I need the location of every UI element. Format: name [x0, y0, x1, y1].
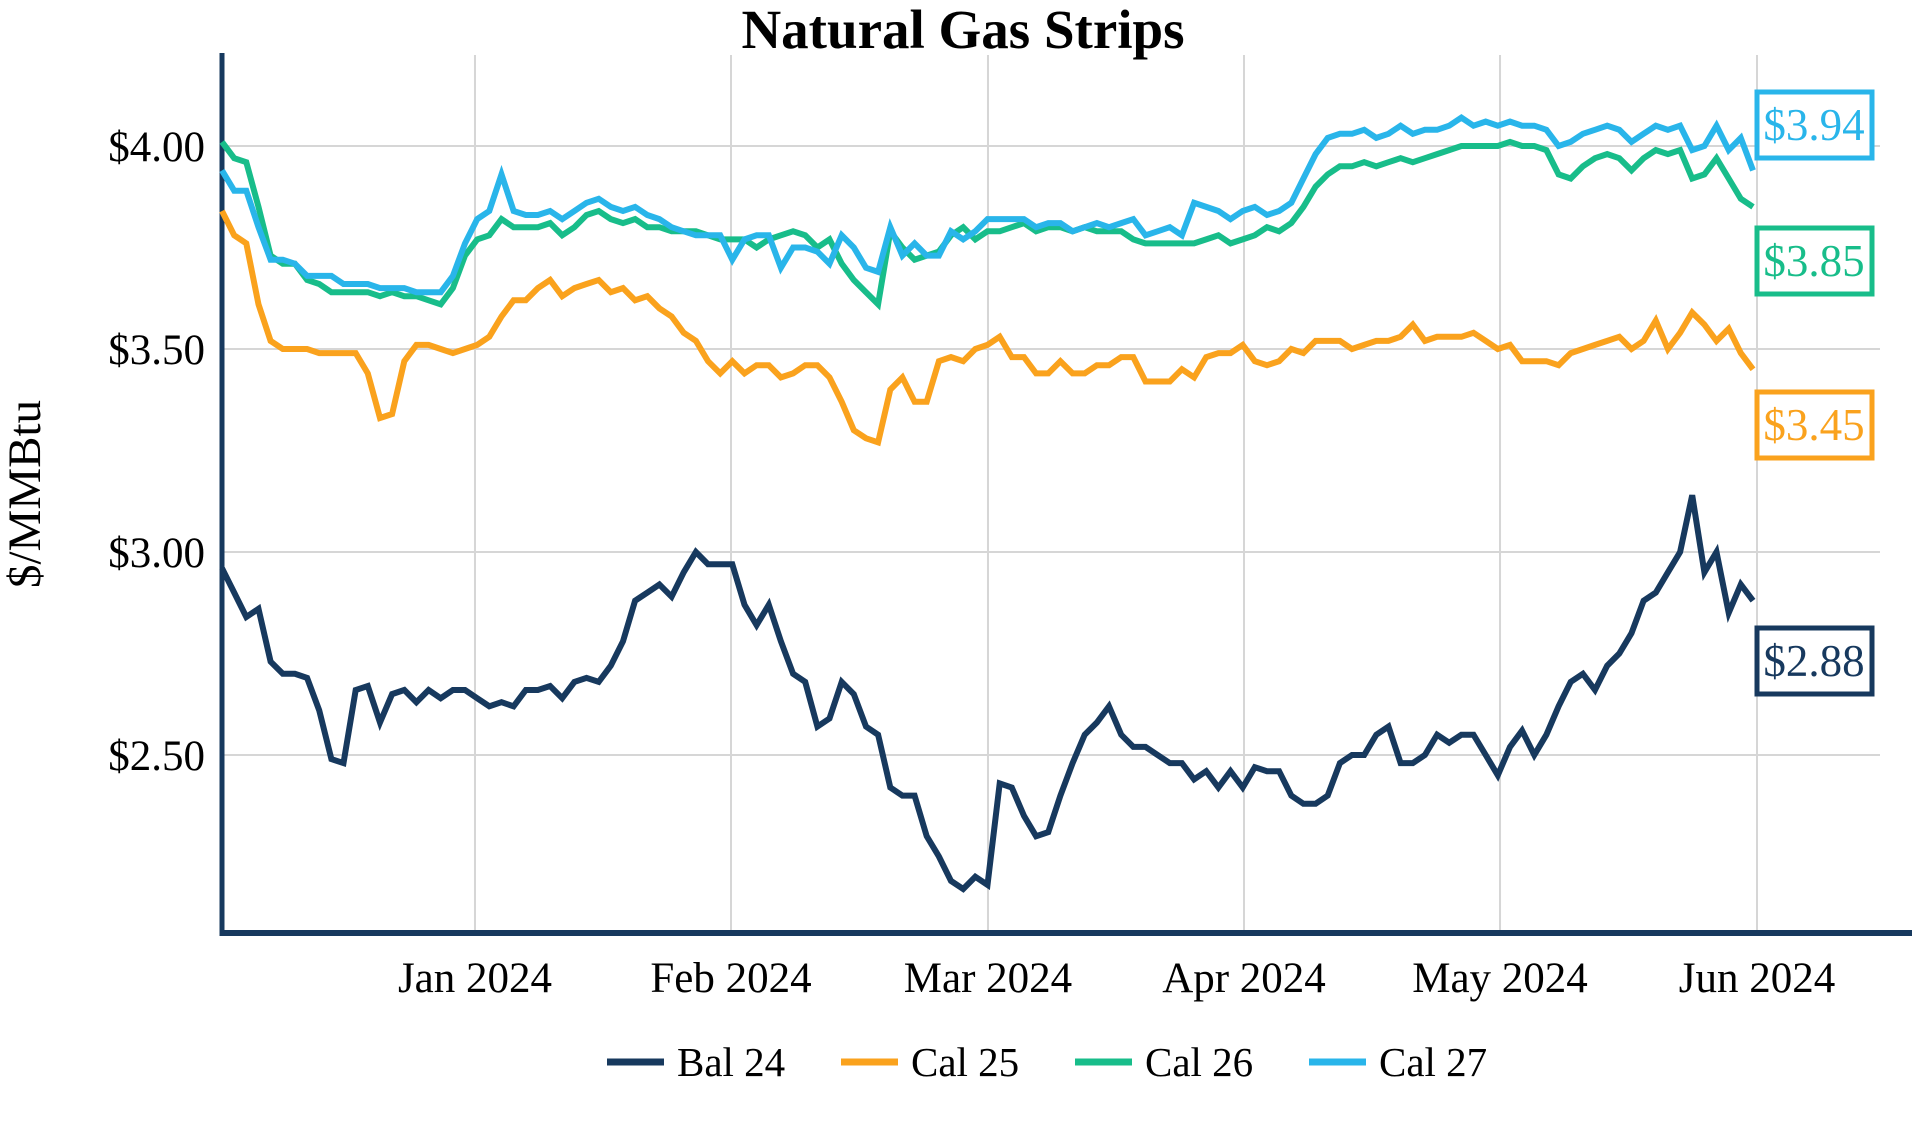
series-line-bal-24 [219, 494, 1756, 893]
end-label-value-cal-25: $3.45 [1763, 400, 1864, 450]
x-tick-label-apr-2024: Apr 2024 [1162, 955, 1326, 1002]
legend-item-cal-26: Cal 26 [1075, 1039, 1253, 1085]
tick-labels: $4.00 $3.50 $3.00 $2.50 Jan 2024 Feb 2024 Mar … [108, 124, 1835, 1002]
y-tick-label--3.00: $3.00 [108, 530, 205, 577]
legend-item-cal-25: Cal 25 [841, 1039, 1019, 1085]
y-tick-label--4.00: $4.00 [108, 124, 205, 171]
end-label-value-bal-24: $2.88 [1763, 636, 1864, 686]
legend-label-bal-24: Bal 24 [677, 1039, 785, 1085]
legend-item-bal-24: Bal 24 [607, 1039, 785, 1085]
end-label-box-cal-26 [1754, 225, 1875, 297]
y-tick-label--3.50: $3.50 [108, 327, 205, 374]
series-line-cal-25 [219, 209, 1756, 447]
x-tick-label-feb-2024: Feb 2024 [650, 955, 811, 1002]
legend-label-cal-27: Cal 27 [1379, 1039, 1487, 1085]
legend: Bal 24 Cal 25 Cal 26 Cal 27 [607, 1039, 1487, 1085]
legend-label-cal-25: Cal 25 [911, 1039, 1019, 1085]
end-label-box-bal-24 [1754, 625, 1875, 697]
end-label-box-cal-25 [1754, 389, 1875, 461]
end-label-value-cal-26: $3.85 [1763, 236, 1864, 286]
series-line-cal-27 [219, 113, 1756, 296]
series-line-cal-26 [219, 138, 1755, 311]
gridlines [222, 55, 1880, 933]
legend-item-cal-27: Cal 27 [1309, 1039, 1487, 1085]
x-tick-label-mar-2024: Mar 2024 [904, 955, 1072, 1002]
end-label-value-cal-27: $3.94 [1763, 100, 1864, 150]
x-tick-label-jan-2024: Jan 2024 [398, 955, 552, 1002]
end-label-box-cal-27 [1754, 89, 1875, 161]
y-tick-label--2.50: $2.50 [108, 733, 205, 780]
end-value-labels: $2.88 $3.45 $3.85 $3.94 [1754, 89, 1875, 697]
axes [219, 53, 1912, 936]
series-lines [219, 113, 1756, 893]
x-tick-label-jun-2024: Jun 2024 [1679, 955, 1835, 1002]
chart-title: Natural Gas Strips [741, 0, 1184, 60]
x-tick-label-may-2024: May 2024 [1412, 955, 1588, 1002]
y-axis-title: $/MMBtu [0, 400, 51, 588]
legend-label-cal-26: Cal 26 [1145, 1039, 1253, 1085]
